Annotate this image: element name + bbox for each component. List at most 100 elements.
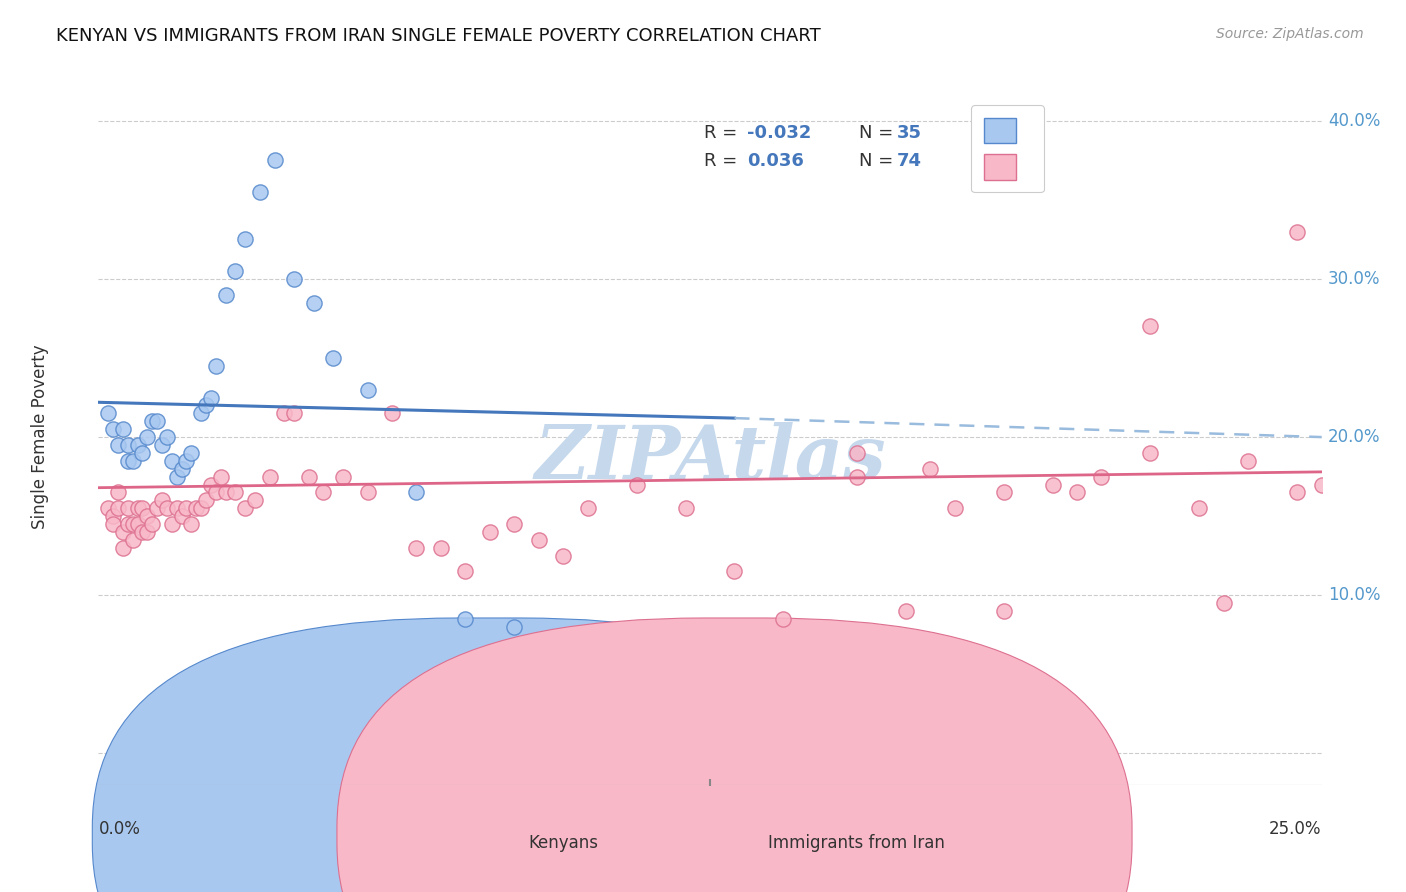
Point [200, 477, 222, 491]
Point [430, 541, 453, 555]
Point [478, 524, 501, 539]
Point [176, 501, 198, 516]
Point [209, 469, 232, 483]
Point [214, 287, 236, 301]
Text: Kenyans: Kenyans [529, 834, 598, 852]
Point [214, 485, 236, 500]
Text: 20.0%: 20.0% [1327, 428, 1381, 446]
Point [117, 516, 139, 531]
Point [298, 469, 321, 483]
Point [1237, 454, 1260, 468]
Point [141, 516, 163, 531]
Point [626, 477, 648, 491]
Point [283, 406, 305, 420]
Point [180, 516, 202, 531]
Point [131, 446, 153, 460]
Point [107, 501, 129, 516]
Point [332, 469, 354, 483]
Point [233, 501, 256, 516]
Point [146, 501, 169, 516]
Point [186, 501, 208, 516]
Point [312, 485, 335, 500]
Point [503, 620, 526, 634]
Point [101, 509, 124, 524]
Point [243, 493, 266, 508]
Point [121, 533, 143, 547]
Point [273, 406, 295, 420]
Text: Immigrants from Iran: Immigrants from Iran [768, 834, 945, 852]
Point [111, 422, 134, 436]
Point [160, 516, 183, 531]
Point [1066, 485, 1088, 500]
Point [205, 485, 228, 500]
Point [166, 469, 188, 483]
Point [454, 565, 477, 579]
Point [405, 541, 427, 555]
FancyBboxPatch shape [93, 618, 887, 892]
Point [170, 461, 193, 475]
Point [1286, 485, 1309, 500]
Point [1212, 596, 1234, 610]
Point [263, 153, 285, 168]
Point [111, 524, 134, 539]
Point [527, 533, 550, 547]
Point [190, 406, 212, 420]
Point [283, 272, 305, 286]
Text: 25.0%: 25.0% [1270, 820, 1322, 838]
Point [1310, 477, 1333, 491]
Point [160, 454, 183, 468]
Point [356, 383, 378, 397]
Point [302, 295, 325, 310]
Point [322, 351, 344, 365]
Point [454, 612, 477, 626]
Point [195, 493, 218, 508]
Point [166, 501, 188, 516]
Point [136, 509, 159, 524]
Text: -0.032: -0.032 [747, 124, 811, 142]
Point [136, 430, 159, 444]
Point [156, 501, 179, 516]
Point [205, 359, 228, 373]
Point [993, 485, 1015, 500]
Text: 0.036: 0.036 [747, 152, 804, 169]
Point [107, 438, 129, 452]
Point [772, 612, 794, 626]
Point [1090, 469, 1112, 483]
Point [675, 501, 697, 516]
Text: Source: ZipAtlas.com: Source: ZipAtlas.com [1216, 27, 1364, 41]
Point [1139, 446, 1161, 460]
Point [224, 264, 246, 278]
Point [1139, 319, 1161, 334]
Point [117, 501, 139, 516]
FancyBboxPatch shape [337, 618, 1132, 892]
Point [150, 493, 173, 508]
Text: 30.0%: 30.0% [1327, 270, 1381, 288]
Text: R =: R = [704, 124, 742, 142]
Point [141, 414, 163, 428]
Point [127, 438, 149, 452]
Point [405, 485, 427, 500]
Point [190, 501, 212, 516]
Text: 35: 35 [897, 124, 922, 142]
Point [97, 501, 120, 516]
Point [993, 604, 1015, 618]
Text: R =: R = [704, 152, 748, 169]
Point [136, 524, 159, 539]
Point [845, 469, 868, 483]
Point [127, 516, 149, 531]
Point [176, 454, 198, 468]
Legend: , : , [972, 105, 1043, 193]
Text: KENYAN VS IMMIGRANTS FROM IRAN SINGLE FEMALE POVERTY CORRELATION CHART: KENYAN VS IMMIGRANTS FROM IRAN SINGLE FE… [56, 27, 821, 45]
Point [101, 516, 124, 531]
Point [107, 485, 129, 500]
Point [381, 406, 404, 420]
Text: Single Female Poverty: Single Female Poverty [31, 345, 49, 529]
Point [131, 501, 153, 516]
Point [121, 454, 143, 468]
Point [249, 185, 271, 199]
Point [1188, 501, 1211, 516]
Point [200, 391, 222, 405]
Point [121, 516, 143, 531]
Point [195, 399, 218, 413]
Point [576, 501, 599, 516]
